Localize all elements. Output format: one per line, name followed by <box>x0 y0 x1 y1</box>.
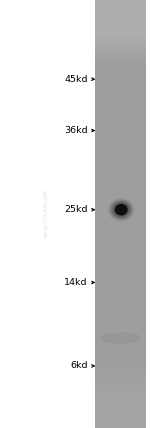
Text: 25kd: 25kd <box>64 205 88 214</box>
Ellipse shape <box>107 197 136 223</box>
Text: 6kd: 6kd <box>70 361 88 371</box>
Ellipse shape <box>109 199 133 220</box>
Ellipse shape <box>113 203 129 217</box>
Ellipse shape <box>116 205 127 214</box>
Ellipse shape <box>110 199 133 220</box>
Text: 45kd: 45kd <box>64 74 88 84</box>
Ellipse shape <box>112 201 131 218</box>
Ellipse shape <box>118 207 124 212</box>
Ellipse shape <box>116 205 126 214</box>
Ellipse shape <box>115 204 127 215</box>
Ellipse shape <box>116 205 127 215</box>
Text: www.TGLABCOM: www.TGLABCOM <box>44 190 49 238</box>
Ellipse shape <box>119 208 123 211</box>
Ellipse shape <box>102 333 141 343</box>
Ellipse shape <box>111 201 131 219</box>
Ellipse shape <box>109 199 134 221</box>
Ellipse shape <box>107 197 135 222</box>
Ellipse shape <box>112 202 130 218</box>
Ellipse shape <box>114 204 128 216</box>
Ellipse shape <box>110 200 132 219</box>
Ellipse shape <box>120 208 123 211</box>
Ellipse shape <box>114 203 129 216</box>
Text: 14kd: 14kd <box>64 278 88 287</box>
Ellipse shape <box>117 206 126 214</box>
Ellipse shape <box>120 209 122 211</box>
Text: 36kd: 36kd <box>64 126 88 135</box>
Ellipse shape <box>108 198 134 221</box>
Ellipse shape <box>117 206 125 213</box>
Ellipse shape <box>119 208 124 212</box>
Ellipse shape <box>113 202 130 217</box>
